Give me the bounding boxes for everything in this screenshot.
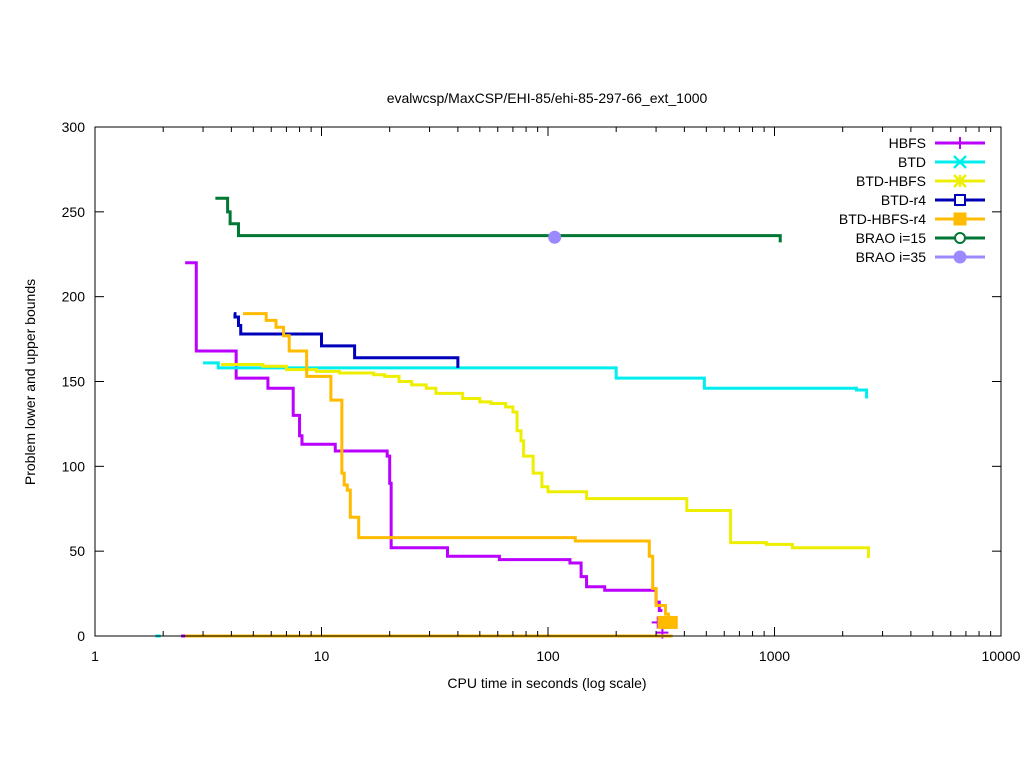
legend-marker-b: [953, 155, 967, 169]
legend-label: BTD-r4: [881, 192, 926, 208]
x-tick-label: 1: [91, 648, 99, 664]
x-tick-label: 100: [536, 648, 560, 664]
legend-entry-btd-hbfs-r4: BTD-HBFS-r4: [839, 211, 985, 227]
x-axis-label: CPU time in seconds (log scale): [447, 675, 646, 691]
y-tick-label: 50: [69, 543, 85, 559]
legend-label: BTD: [898, 154, 926, 170]
legend-entry-btd-r4: BTD-r4: [881, 192, 985, 208]
x-tick-label: 1000: [759, 648, 790, 664]
legend-entry-brao-i-15: BRAO i=15: [856, 230, 985, 246]
legend-marker: [954, 194, 966, 206]
series-brao-i-15-upper-line: [215, 196, 782, 243]
series-brao-i-35: [548, 230, 562, 244]
y-tick-label: 200: [62, 289, 86, 305]
legend-label: BTD-HBFS-r4: [839, 211, 926, 227]
legend-marker-c: [954, 232, 966, 244]
legend-entry-brao-i-35: BRAO i=35: [856, 249, 985, 265]
series-brao-i-15: [215, 196, 782, 243]
legend-label: BRAO i=15: [856, 230, 927, 246]
legend-label: BTD-HBFS: [856, 173, 926, 189]
legend-marker: [953, 155, 967, 169]
legend-entry-hbfs: HBFS: [889, 135, 985, 151]
y-tick-label: 300: [62, 119, 86, 135]
y-tick-label: 250: [62, 204, 86, 220]
series-btd-upper-line: [203, 361, 869, 399]
series-btd-r4: [233, 312, 460, 368]
legend-entry-btd-hbfs: BTD-HBFS: [856, 173, 985, 189]
series-btd-r4-upper-line: [233, 312, 460, 368]
legend-marker-sq: [953, 212, 967, 226]
y-tick-label: 150: [62, 374, 86, 390]
legend-marker-sq: [954, 194, 966, 206]
legend-label: HBFS: [889, 135, 926, 151]
x-tick-label: 10: [314, 648, 330, 664]
legend: HBFS BTD BTD-HBFS BTD-r4 BTD-HBFS-r4 BRAO i=1…: [839, 135, 985, 265]
y-tick-label: 0: [77, 628, 85, 644]
legend-marker: [954, 137, 966, 149]
legend-entry-btd: BTD: [898, 154, 985, 170]
series-btd-hbfs-r4-upper-line: [242, 312, 673, 624]
legend-marker-c: [953, 250, 967, 264]
legend-label: BRAO i=35: [856, 249, 927, 265]
legend-marker: [953, 212, 967, 226]
y-axis-label: Problem lower and upper bounds: [22, 279, 38, 485]
axes-layer: 0 50 100 150 200 250 300 1 10 100 1000 10000: [62, 119, 1021, 664]
legend-marker: [953, 250, 967, 264]
series-btd-hbfs-r4-marker-sq: [664, 615, 678, 629]
legend-marker: [953, 174, 967, 188]
series-brao-i-35-marker-c: [548, 230, 562, 244]
chart-title: evalwcsp/MaxCSP/EHI-85/ehi-85-297-66_ext…: [387, 90, 708, 106]
x-tick-label: 10000: [982, 648, 1021, 664]
series-hbfs-upper-line: [185, 261, 663, 613]
legend-marker: [954, 232, 966, 244]
series-btd-hbfs-r4-marker: [664, 615, 678, 629]
y-tick-label: 100: [62, 458, 86, 474]
series-brao-i-35-marker: [548, 230, 562, 244]
series-btd-hbfs-upper-line: [221, 363, 870, 558]
